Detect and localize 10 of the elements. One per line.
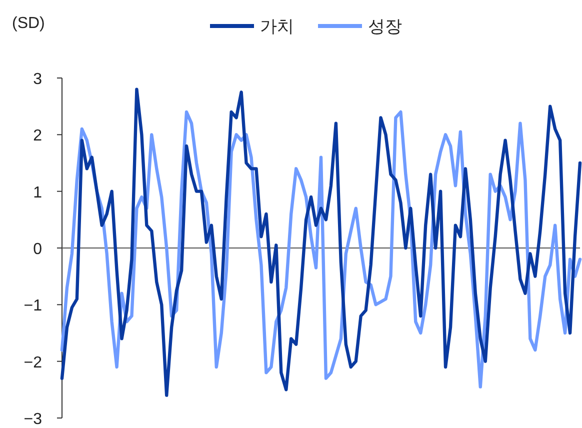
- y-axis-title: (SD): [12, 15, 45, 32]
- y-tick-label: −1: [24, 298, 42, 315]
- y-tick-label: −3: [24, 411, 42, 428]
- y-tick-label: 3: [33, 71, 42, 88]
- legend-label: 가치: [260, 17, 294, 36]
- y-tick-label: 0: [33, 241, 42, 258]
- y-tick-label: 1: [33, 184, 42, 202]
- y-tick-label: −2: [24, 354, 42, 372]
- y-tick-label: 2: [33, 128, 42, 145]
- legend-label: 성장: [368, 17, 402, 36]
